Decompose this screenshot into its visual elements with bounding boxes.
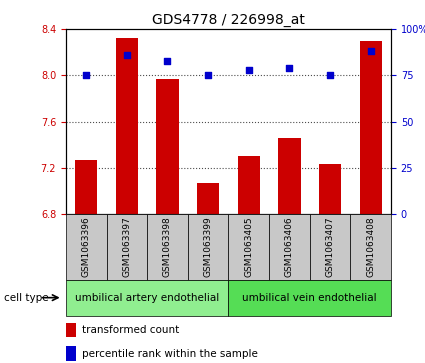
Text: percentile rank within the sample: percentile rank within the sample [82, 348, 258, 359]
Text: umbilical vein endothelial: umbilical vein endothelial [242, 293, 377, 303]
Bar [229, 280, 391, 316]
Bar [66, 346, 76, 361]
Bar [147, 214, 188, 280]
Text: transformed count: transformed count [82, 325, 179, 335]
Bar [188, 214, 229, 280]
Bar [238, 156, 260, 214]
Text: GSM1063399: GSM1063399 [204, 216, 212, 277]
Text: GSM1063407: GSM1063407 [326, 216, 334, 277]
Text: GSM1063396: GSM1063396 [82, 216, 91, 277]
Text: GSM1063408: GSM1063408 [366, 216, 375, 277]
Bar [278, 138, 300, 214]
Point [123, 52, 130, 58]
Point [245, 67, 252, 73]
Point [205, 72, 212, 78]
Text: cell type: cell type [4, 293, 49, 303]
Bar [360, 41, 382, 214]
Bar [319, 164, 341, 214]
Point [83, 72, 90, 78]
Bar [66, 214, 107, 280]
Bar [350, 214, 391, 280]
Text: umbilical artery endothelial: umbilical artery endothelial [75, 293, 219, 303]
Bar [269, 214, 310, 280]
Point [367, 48, 374, 54]
Bar [310, 214, 350, 280]
Point [286, 65, 293, 71]
Bar [116, 38, 138, 214]
Bar [197, 183, 219, 214]
Text: GSM1063398: GSM1063398 [163, 216, 172, 277]
Bar [66, 323, 76, 337]
Text: GSM1063405: GSM1063405 [244, 216, 253, 277]
Text: GSM1063406: GSM1063406 [285, 216, 294, 277]
Point [327, 72, 334, 78]
Bar [107, 214, 147, 280]
Bar [156, 79, 178, 214]
Bar [75, 160, 97, 214]
Title: GDS4778 / 226998_at: GDS4778 / 226998_at [152, 13, 305, 26]
Bar [66, 280, 229, 316]
Text: GSM1063397: GSM1063397 [122, 216, 131, 277]
Bar [229, 214, 269, 280]
Point [164, 58, 171, 64]
